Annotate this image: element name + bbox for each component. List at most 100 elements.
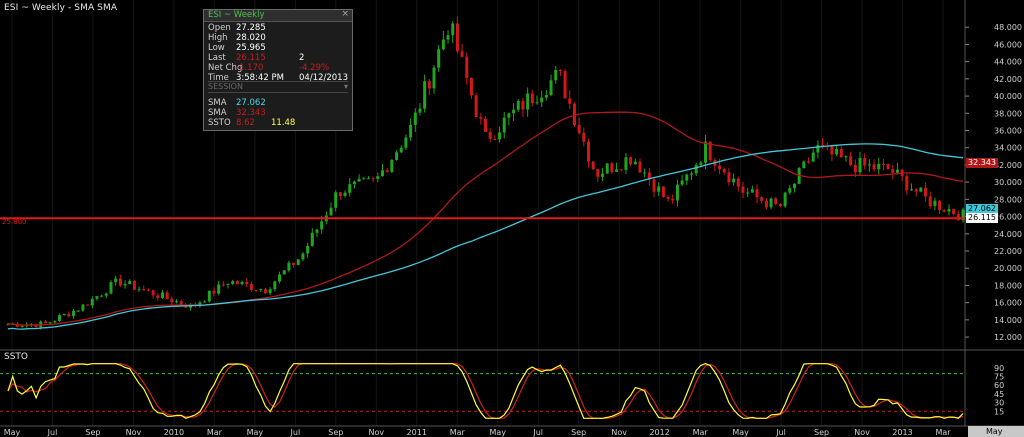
- candle-body: [961, 209, 965, 221]
- candle-body: [708, 141, 712, 160]
- candle-body: [774, 198, 778, 205]
- candle-body: [886, 163, 890, 170]
- candle-body: [240, 281, 244, 285]
- candle-body: [867, 164, 871, 166]
- candle-body: [858, 157, 862, 173]
- info-row-open: Open 27.285: [208, 23, 266, 33]
- y-tick-label: 18.000: [994, 281, 1022, 290]
- candle-body: [72, 310, 76, 317]
- candle-body: [516, 101, 520, 110]
- candle-body: [891, 169, 895, 173]
- candle-body: [390, 159, 394, 172]
- candle-body: [104, 293, 108, 296]
- candle-body: [783, 192, 787, 207]
- candle-body: [853, 164, 857, 173]
- candle-body: [460, 51, 464, 57]
- candle-body: [502, 117, 506, 133]
- candle-body: [933, 200, 937, 207]
- candle-body: [278, 274, 282, 282]
- candle-body: [441, 39, 445, 50]
- y-tick-label: 14.000: [994, 316, 1022, 325]
- candle-body: [376, 176, 380, 179]
- chart-title: ESI ~ Weekly - SMA SMA: [4, 3, 118, 13]
- candle-body: [661, 186, 665, 197]
- candle-body: [877, 163, 881, 170]
- candle-body: [872, 164, 876, 170]
- candle-body: [273, 281, 277, 290]
- candle-body: [895, 169, 899, 173]
- candle-body: [914, 189, 918, 192]
- y-tick-label: 38.000: [994, 109, 1022, 118]
- candle-body: [395, 152, 399, 160]
- session-label: SESSION: [208, 82, 243, 91]
- candle-body: [292, 262, 296, 265]
- info-row-ssto: SSTO 8.62 11.48: [208, 118, 296, 128]
- candle-body: [704, 141, 708, 163]
- candle-body: [306, 245, 310, 254]
- candle-body: [544, 95, 548, 98]
- candle-body: [137, 289, 141, 291]
- x-tick-label: Sep: [85, 428, 100, 437]
- candle-body: [689, 173, 693, 175]
- info-row-time: Time 3:58:42 PM 04/12/2013: [208, 73, 348, 83]
- candle-body: [619, 169, 623, 171]
- x-tick-label: Mar: [935, 428, 951, 437]
- candle-body: [362, 178, 366, 180]
- candle-body: [816, 145, 820, 153]
- candle-body: [577, 124, 581, 134]
- candle-body: [750, 189, 754, 193]
- candle-body: [910, 189, 914, 191]
- candle-body: [582, 133, 586, 142]
- candle-body: [802, 161, 806, 169]
- ssto-tick-label: 75: [994, 373, 1004, 382]
- x-tick-label: May: [247, 428, 264, 437]
- candle-body: [217, 284, 221, 294]
- candle-body: [132, 280, 136, 290]
- candle-body: [6, 324, 10, 326]
- y-tick-label: 48.000: [994, 23, 1022, 32]
- session-section[interactable]: SESSION ▾: [208, 81, 348, 93]
- candle-body: [928, 196, 932, 207]
- candle-body: [498, 132, 502, 140]
- candle-body: [624, 157, 628, 170]
- candle-body: [315, 229, 319, 233]
- candle-body: [479, 116, 483, 119]
- y-tick-label: 16.000: [994, 299, 1022, 308]
- candle-body: [254, 289, 258, 291]
- data-window[interactable]: ESI ~ Weekly × Open 27.285 High 28.020 L…: [203, 9, 353, 131]
- candle-body: [20, 325, 24, 327]
- x-tick-label: Sep: [814, 428, 829, 437]
- candle-body: [114, 278, 118, 283]
- support-label: 25.800: [2, 218, 27, 226]
- y-tick-label: 12.000: [994, 333, 1022, 342]
- candle-body: [399, 147, 403, 153]
- candle-body: [507, 113, 511, 118]
- candle-body: [755, 189, 759, 198]
- chevron-down-icon[interactable]: ▾: [343, 82, 348, 91]
- candle-body: [366, 178, 370, 180]
- ssto-tick-label: 90: [994, 364, 1004, 373]
- candle-body: [558, 70, 562, 72]
- candle-body: [128, 280, 132, 285]
- candle-body: [203, 301, 207, 303]
- data-window-header[interactable]: ESI ~ Weekly ×: [204, 9, 352, 22]
- candle-body: [48, 322, 52, 324]
- candle-body: [760, 197, 764, 201]
- info-row-low: Low 25.965: [208, 43, 266, 53]
- ssto-tick-label: 45: [994, 390, 1004, 399]
- y-tick-label: 46.000: [994, 40, 1022, 49]
- y-tick-label: 34.000: [994, 144, 1022, 153]
- candle-body: [797, 168, 801, 184]
- x-tick-label: May: [489, 428, 506, 437]
- candle-body: [821, 145, 825, 147]
- candle-body: [409, 124, 413, 138]
- close-icon[interactable]: ×: [341, 9, 349, 19]
- sma-long-tag: 32.343: [966, 158, 998, 168]
- candle-body: [741, 186, 745, 193]
- ssto-tick-label: 30: [994, 399, 1004, 408]
- candle-body: [792, 183, 796, 189]
- candle-body: [221, 284, 225, 286]
- candle-body: [839, 149, 843, 158]
- candle-body: [956, 214, 960, 221]
